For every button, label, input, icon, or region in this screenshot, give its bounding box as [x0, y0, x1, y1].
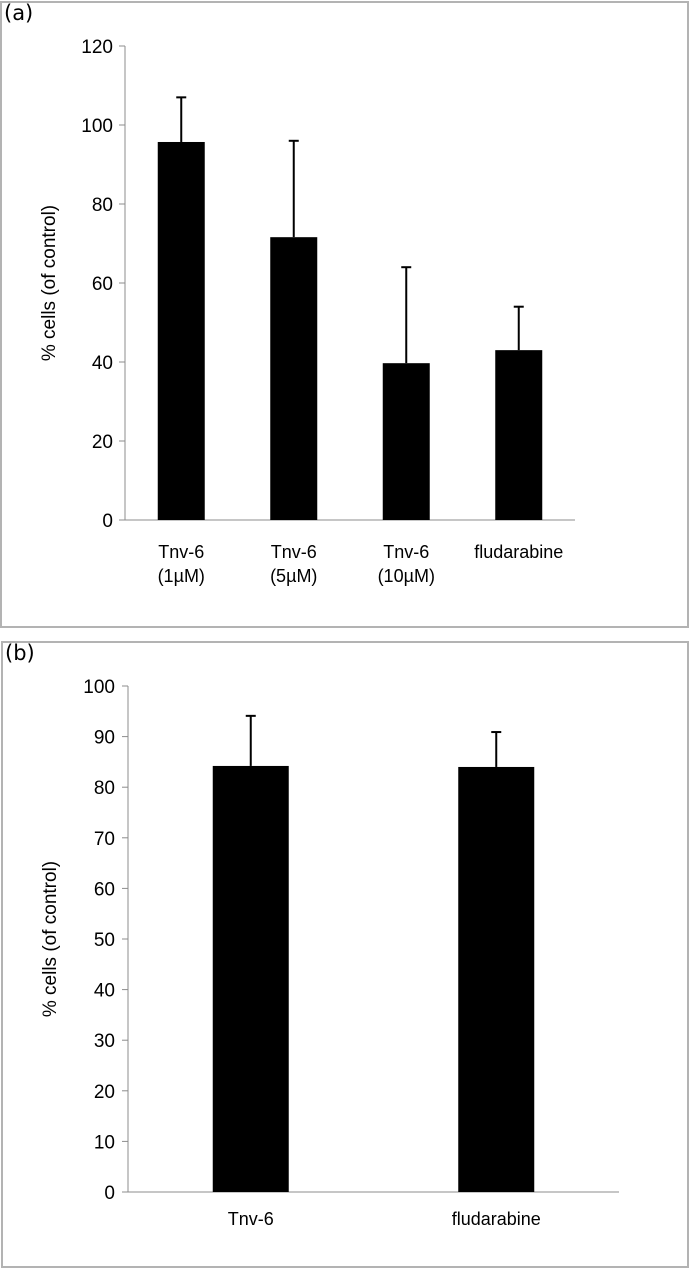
y-tick-label: 10 [94, 1132, 115, 1153]
x-category-label: fludarabine [474, 542, 563, 562]
y-tick-label: 100 [81, 116, 113, 137]
x-category-label: (5µM) [270, 566, 317, 586]
bar-chart-b: 0 10 20 30 40 50 60 70 80 90 100 % cells (of contro… [40, 677, 619, 1229]
y-axis-title: % cells (of control) [39, 205, 60, 361]
y-tick-label: 70 [94, 829, 115, 850]
bar [495, 350, 543, 520]
x-category-label: (1µM) [158, 566, 205, 586]
y-tick-label: 80 [92, 195, 113, 216]
chart-panel-b: (b) 0 10 20 30 40 50 60 70 80 90 100 % cells (of co… [1, 641, 689, 1268]
bar [212, 765, 289, 1192]
bar [382, 363, 430, 520]
y-tick-label: 40 [92, 353, 113, 374]
y-tick-label: 30 [94, 1031, 115, 1052]
x-category-label: Tnv-6 [228, 1209, 274, 1229]
y-tick-label: 40 [94, 981, 115, 1002]
y-tick-label: 20 [92, 432, 113, 453]
y-tick-label: 60 [92, 274, 113, 295]
bar-chart-a: 0 20 40 60 80 100 120 % cells (of control) Tnv-6… [39, 37, 575, 586]
y-tick-label: 0 [104, 1183, 115, 1204]
panel-label-b: (b) [5, 641, 35, 665]
x-category-label: (10µM) [378, 566, 435, 586]
bar [157, 141, 205, 521]
y-tick-label: 120 [81, 37, 113, 58]
bar [270, 237, 318, 520]
x-category-label: Tnv-6 [158, 542, 204, 562]
x-category-label: fludarabine [452, 1209, 541, 1229]
y-tick-label: 60 [94, 879, 115, 900]
y-tick-label: 50 [94, 930, 115, 951]
y-tick-label: 80 [94, 778, 115, 799]
y-tick-label: 20 [94, 1082, 115, 1103]
x-category-label: Tnv-6 [271, 542, 317, 562]
x-category-label: Tnv-6 [383, 542, 429, 562]
y-tick-label: 0 [102, 511, 113, 532]
y-tick-label: 100 [83, 677, 115, 698]
panel-label-a: (a) [4, 1, 34, 25]
bar [458, 766, 535, 1192]
y-tick-label: 90 [94, 728, 115, 749]
chart-panel-a: (a) 0 20 40 60 80 100 120 % cells (of control) T… [0, 1, 689, 628]
y-axis-title: % cells (of control) [40, 861, 61, 1017]
